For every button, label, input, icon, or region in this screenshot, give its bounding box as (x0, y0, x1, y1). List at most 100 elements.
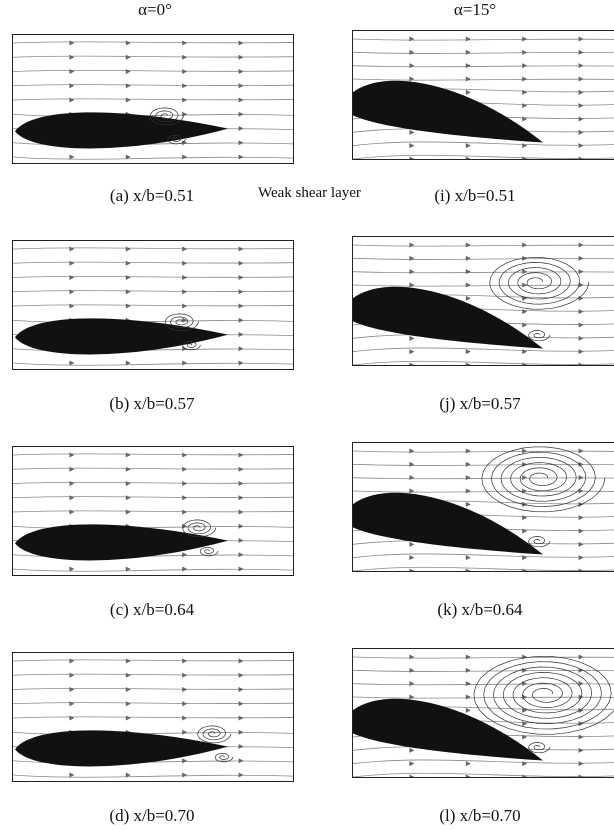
flow-arrow-icon (522, 282, 528, 288)
vortex-spiral (489, 256, 590, 310)
flow-arrow-icon (238, 54, 244, 60)
flow-arrow-icon (465, 295, 471, 301)
streamline (353, 154, 614, 159)
flow-arrow-icon (69, 260, 75, 266)
flow-arrow-icon (238, 466, 244, 472)
flow-arrow-icon (409, 49, 415, 55)
flow-arrow-icon (69, 40, 75, 46)
flow-arrow-icon (182, 303, 188, 309)
flow-arrow-icon (578, 255, 584, 261)
flow-arrow-icon (69, 69, 75, 74)
flow-arrow-icon (578, 528, 584, 534)
flow-arrow-icon (465, 461, 471, 467)
flow-arrow-icon (125, 701, 131, 707)
flow-arrow-icon (465, 143, 471, 149)
flow-arrow-icon (182, 275, 188, 280)
flow-arrow-icon (522, 76, 528, 82)
flow-arrow-icon (69, 83, 75, 89)
vortex-spiral (164, 313, 199, 332)
flow-arrow-icon (465, 694, 471, 700)
flow-arrow-icon (578, 734, 584, 740)
flow-arrow-icon (465, 488, 471, 494)
flow-arrow-icon (182, 758, 188, 764)
flow-arrow-icon (522, 501, 528, 507)
flow-arrow-icon (522, 322, 528, 328)
streamline (13, 467, 293, 470)
flow-arrow-icon (409, 63, 415, 69)
flow-arrow-icon (69, 303, 75, 309)
flow-arrow-icon (238, 523, 244, 529)
streamline (13, 261, 293, 264)
streamline (353, 65, 614, 68)
flow-arrow-icon (238, 332, 244, 337)
streamline (353, 669, 614, 672)
flow-arrow-icon (465, 89, 471, 95)
flow-arrow-icon (465, 501, 471, 507)
header-alpha-15: α=15° (453, 0, 497, 19)
flow-arrow-icon (465, 156, 471, 159)
flow-arrow-icon (522, 721, 528, 727)
flow-arrow-icon (465, 654, 471, 660)
flow-arrow-icon (522, 734, 528, 740)
streamline (13, 673, 293, 676)
flow-arrow-icon (578, 362, 584, 365)
flow-arrow-icon (125, 260, 131, 266)
flow-arrow-icon (125, 289, 131, 295)
airfoil-shape (15, 112, 228, 149)
panel-j (352, 236, 614, 366)
flow-arrow-icon (69, 495, 75, 501)
flow-arrow-icon (409, 654, 415, 660)
flow-arrow-icon (522, 654, 528, 660)
flow-arrow-icon (182, 466, 188, 472)
vortex-spiral (528, 742, 551, 754)
flow-arrow-icon (409, 242, 415, 248)
flow-arrow-icon (522, 63, 528, 69)
panel-k (352, 442, 614, 572)
flow-arrow-icon (409, 681, 415, 687)
panel-b (12, 240, 294, 370)
caption-c: (c) x/b=0.64 (109, 600, 195, 619)
flow-arrow-icon (522, 49, 528, 55)
flow-arrow-icon (578, 309, 584, 315)
flow-arrow-icon (125, 715, 131, 721)
streamline (353, 683, 614, 686)
flow-arrow-icon (578, 49, 584, 55)
flow-arrow-icon (125, 54, 131, 60)
flow-arrow-icon (69, 154, 75, 160)
flow-arrow-icon (465, 49, 471, 55)
streamline (13, 98, 293, 101)
flow-arrow-icon (578, 143, 584, 149)
flow-arrow-icon (238, 154, 244, 160)
flow-arrow-icon (125, 658, 131, 664)
flow-arrow-icon (578, 475, 584, 481)
flow-arrow-icon (238, 317, 244, 323)
flow-arrow-icon (522, 568, 528, 571)
streamline (353, 78, 614, 81)
streamline (353, 759, 614, 765)
flow-arrow-icon (182, 40, 188, 46)
flow-arrow-icon (409, 255, 415, 261)
flow-arrow-icon (522, 143, 528, 149)
streamline (353, 553, 614, 559)
flow-arrow-icon (69, 275, 75, 280)
flow-arrow-icon (522, 269, 528, 275)
flow-arrow-icon (182, 83, 188, 89)
flow-arrow-icon (69, 658, 75, 664)
flow-arrow-icon (409, 362, 415, 365)
flow-arrow-icon (69, 97, 75, 103)
flow-arrow-icon (238, 289, 244, 295)
flow-arrow-icon (69, 672, 75, 678)
flow-arrow-icon (238, 495, 244, 501)
flow-arrow-icon (578, 349, 584, 355)
vortex-spiral (182, 340, 201, 351)
flow-arrow-icon (409, 349, 415, 355)
flow-arrow-icon (69, 452, 75, 458)
flow-arrow-icon (409, 541, 415, 547)
flow-arrow-icon (522, 761, 528, 767)
flow-arrow-icon (238, 566, 244, 572)
flow-arrow-icon (238, 111, 244, 117)
flow-arrow-icon (238, 744, 244, 749)
airfoil-shape (15, 730, 228, 767)
flow-arrow-icon (238, 772, 244, 778)
flow-arrow-icon (182, 246, 188, 252)
